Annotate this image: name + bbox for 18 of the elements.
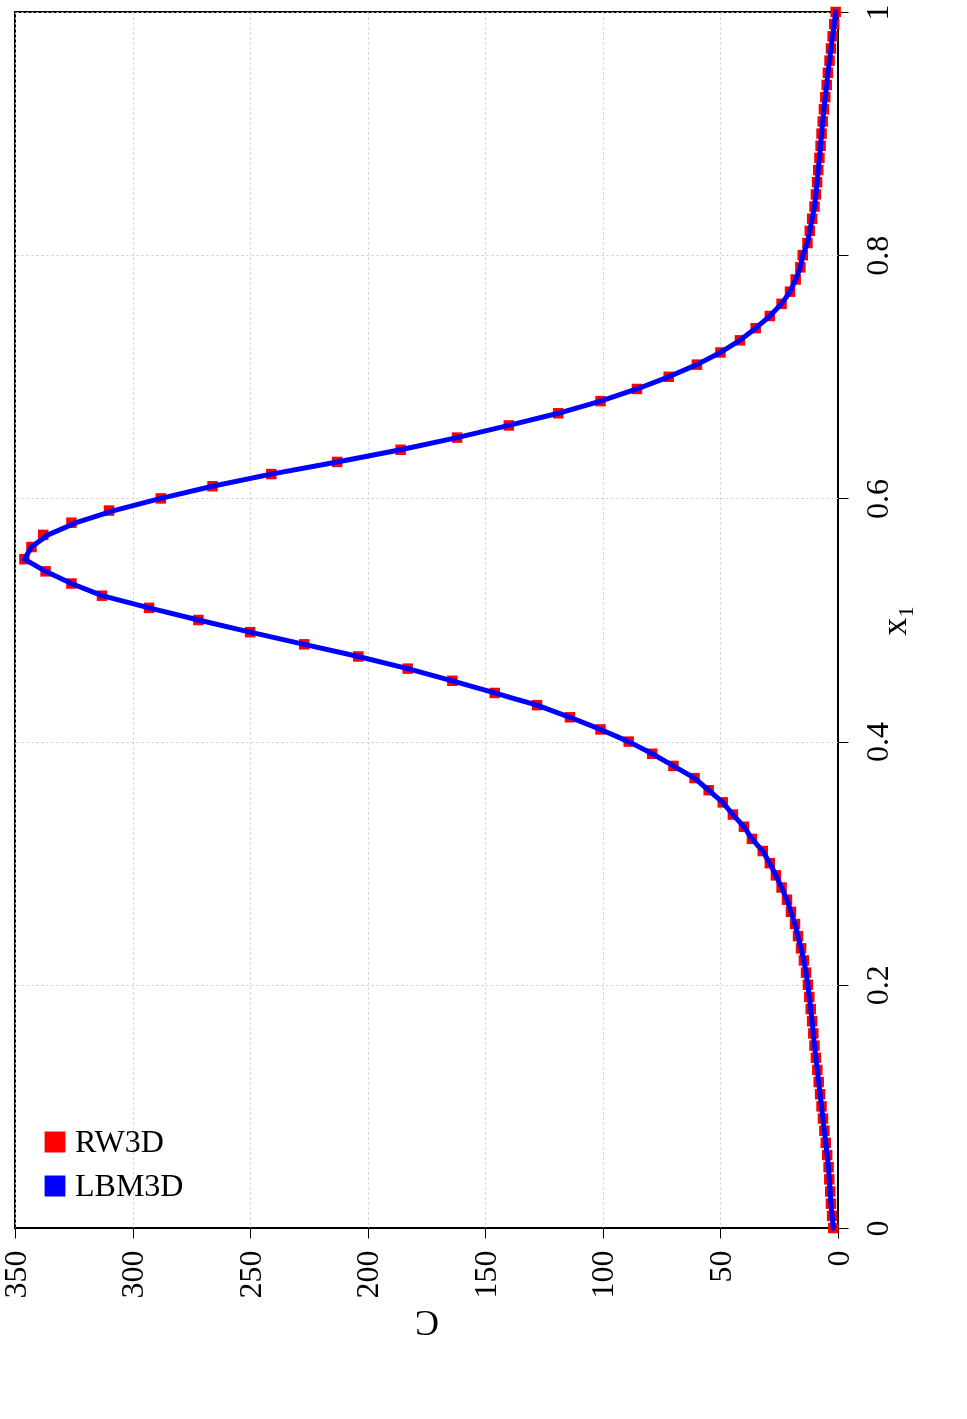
y-tick-label: 0.8 bbox=[858, 235, 895, 276]
y-axis-title: x₁ bbox=[873, 605, 914, 636]
y-tick-label: 0 bbox=[858, 1220, 895, 1237]
x-tick-label: 250 bbox=[231, 1250, 268, 1299]
legend-label: LBM3D bbox=[75, 1167, 184, 1203]
x-tick-label: 150 bbox=[466, 1250, 503, 1299]
x-axis-title: C bbox=[414, 1302, 440, 1343]
x-tick-label: 100 bbox=[584, 1250, 621, 1299]
x-tick-label: 50 bbox=[701, 1250, 738, 1283]
y-tick-label: 0.6 bbox=[858, 478, 895, 519]
y-tick-label: 0.4 bbox=[858, 722, 895, 763]
y-tick-label: 1 bbox=[858, 4, 895, 21]
x-tick-label: 300 bbox=[114, 1250, 151, 1299]
y-tick-label: 0.2 bbox=[858, 965, 895, 1006]
legend-label: RW3D bbox=[75, 1123, 164, 1159]
x-tick-label: 0 bbox=[819, 1250, 856, 1267]
x-tick-label: 200 bbox=[349, 1250, 386, 1299]
x-tick-label: 350 bbox=[0, 1250, 33, 1299]
